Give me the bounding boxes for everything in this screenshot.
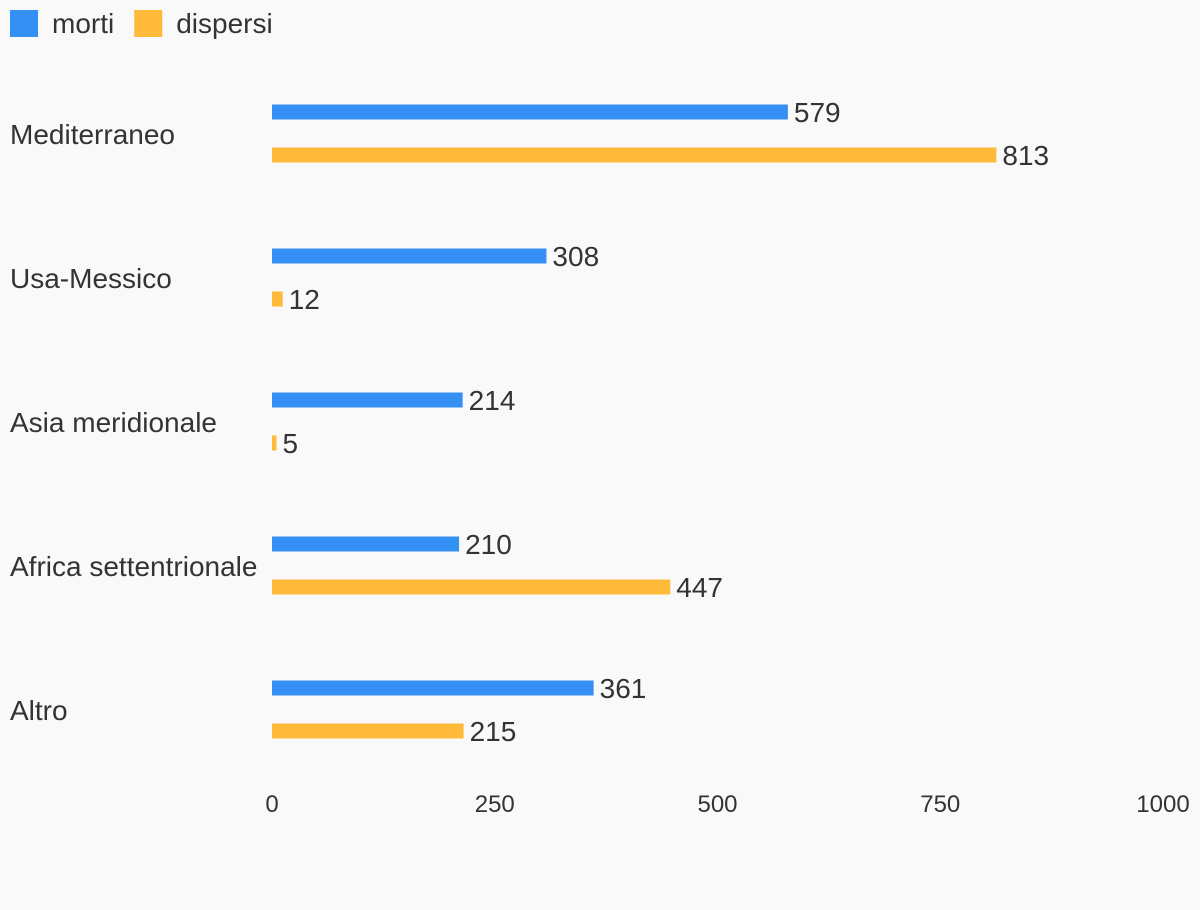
legend-swatch-morti bbox=[10, 10, 38, 37]
bar-morti bbox=[272, 536, 460, 552]
bar-morti bbox=[272, 104, 788, 120]
bar-dispersi bbox=[272, 291, 283, 307]
value-label-morti: 210 bbox=[465, 529, 512, 560]
value-labels: 579 813 308 12 214 5 210 447 361 215 bbox=[282, 97, 1049, 747]
value-label-dispersi: 5 bbox=[282, 428, 298, 459]
bar-dispersi bbox=[272, 723, 464, 739]
bar-morti bbox=[272, 680, 594, 696]
bar-dispersi bbox=[272, 435, 277, 451]
x-tick-label: 750 bbox=[920, 791, 960, 818]
category-label: Africa settentrionale bbox=[10, 551, 257, 582]
legend-swatch-dispersi bbox=[134, 10, 163, 37]
value-label-morti: 308 bbox=[552, 241, 599, 272]
value-label-dispersi: 12 bbox=[289, 284, 320, 315]
category-label: Mediterraneo bbox=[10, 119, 175, 150]
category-label: Usa-Messico bbox=[10, 263, 172, 294]
value-label-dispersi: 813 bbox=[1002, 140, 1049, 171]
bars bbox=[272, 104, 997, 739]
category-labels: Mediterraneo Usa-Messico Asia meridionale A… bbox=[10, 119, 257, 726]
value-label-morti: 214 bbox=[469, 385, 516, 416]
x-tick-label: 1000 bbox=[1136, 791, 1189, 818]
legend-label-dispersi: dispersi bbox=[176, 8, 272, 39]
x-axis: 0 250 500 750 1000 bbox=[265, 791, 1189, 818]
legend-label-morti: morti bbox=[52, 8, 114, 39]
category-label: Asia meridionale bbox=[10, 407, 217, 438]
value-label-dispersi: 447 bbox=[676, 572, 723, 603]
x-tick-label: 500 bbox=[697, 791, 737, 818]
legend: morti dispersi bbox=[10, 8, 273, 39]
value-label-morti: 579 bbox=[794, 97, 841, 128]
x-tick-label: 250 bbox=[475, 791, 515, 818]
category-label: Altro bbox=[10, 695, 68, 726]
value-label-morti: 361 bbox=[600, 673, 647, 704]
bar-morti bbox=[272, 392, 463, 408]
bar-dispersi bbox=[272, 579, 671, 595]
bar-morti bbox=[272, 248, 547, 264]
value-label-dispersi: 215 bbox=[470, 716, 517, 747]
bar-dispersi bbox=[272, 147, 997, 163]
x-tick-label: 0 bbox=[265, 791, 278, 818]
